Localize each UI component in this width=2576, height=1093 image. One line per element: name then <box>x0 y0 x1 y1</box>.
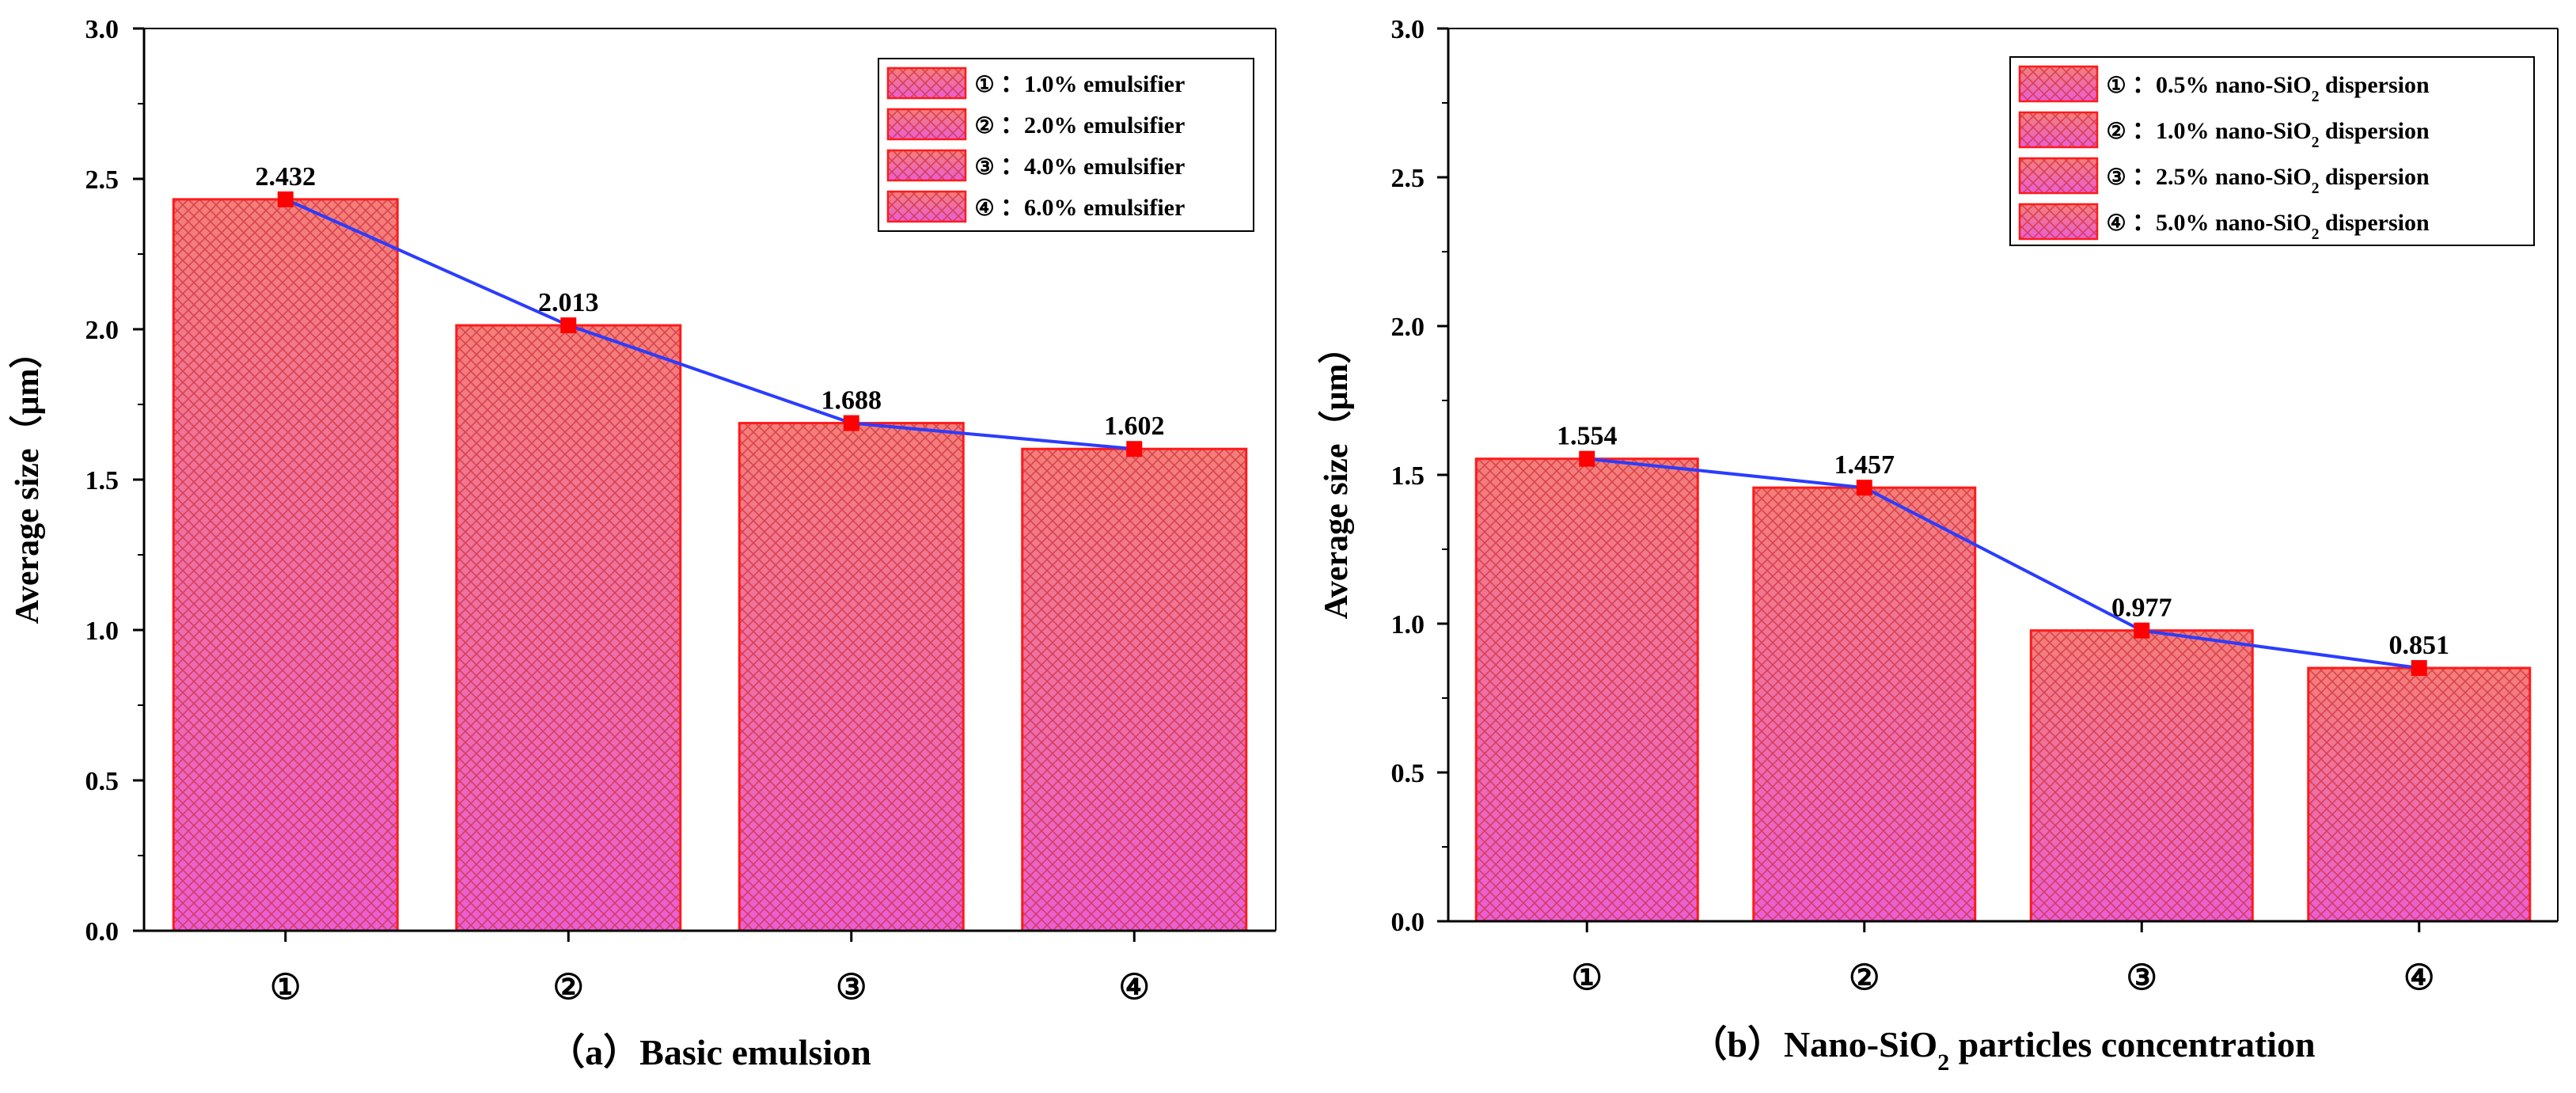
x-tick-label: ③ <box>836 968 867 1007</box>
point-marker-3 <box>2134 622 2150 639</box>
y-tick-label: 3.0 <box>1391 15 1425 44</box>
y-tick-label: 1.5 <box>1391 461 1425 491</box>
bar-hatch-3 <box>739 423 964 931</box>
bar-hatch-1 <box>1476 458 1698 921</box>
bar-hatch-4 <box>2308 668 2530 921</box>
legend-swatch-hatch <box>888 109 966 139</box>
y-tick-label: 2.0 <box>1391 313 1425 342</box>
bar-hatch-2 <box>1753 488 1975 921</box>
legend-swatch-hatch <box>888 68 966 98</box>
legend-swatch-hatch <box>888 150 966 180</box>
y-tick-label: 0.0 <box>85 917 120 947</box>
x-tick-label: ② <box>553 968 584 1007</box>
y-tick-label: 2.0 <box>85 316 120 345</box>
point-marker-2 <box>560 317 577 334</box>
legend-swatch-outline <box>2018 111 2099 149</box>
legend-label: ：5.0% nano-SiO2 dispersion <box>2132 210 2430 243</box>
y-axis-label: Average size（μm） <box>9 336 46 624</box>
legend-swatch-outline <box>2018 65 2099 103</box>
y-tick-label: 0.5 <box>85 767 120 796</box>
legend-swatch-hatch <box>2020 204 2097 239</box>
legend-swatch-outline <box>886 149 967 182</box>
point-marker-1 <box>277 191 294 207</box>
legend-swatch-outline <box>886 66 967 100</box>
legend-marker: ① <box>2106 74 2126 98</box>
x-tick-label: ② <box>1849 958 1880 997</box>
chart-basic-emulsion: 2.432 2.013 1.688 1.602 0.0 0.5 1.0 1.5 2.0 2.5 3.… <box>9 15 1277 1072</box>
legend-marker: ① <box>974 73 994 97</box>
data-label-4: 0.851 <box>2389 631 2450 660</box>
x-tick-label: ④ <box>1119 968 1150 1007</box>
point-marker-4 <box>2411 660 2427 677</box>
legend-swatch-outline <box>2018 203 2099 241</box>
legend-marker: ④ <box>974 196 994 221</box>
data-label-1: 2.432 <box>256 162 317 192</box>
legend-label: ：6.0% emulsifier <box>1000 195 1185 221</box>
legend-label: ：2.0% emulsifier <box>1000 112 1185 139</box>
data-label-1: 1.554 <box>1557 422 1618 451</box>
chart-nano-sio2-concentration: 1.554 1.457 0.977 0.851 0.0 0.5 1.0 1.5 2.0 2.5 3.… <box>1318 15 2559 1076</box>
legend-swatch-hatch <box>2020 112 2097 147</box>
point-marker-1 <box>1579 450 1595 467</box>
legend-swatch-hatch <box>888 192 966 222</box>
legend-swatch-hatch <box>2020 66 2097 101</box>
y-tick-label: 0.0 <box>1391 908 1425 937</box>
y-tick-label: 3.0 <box>85 15 120 44</box>
legend-label: ：4.0% emulsifier <box>1000 154 1185 180</box>
legend-swatch-outline <box>886 190 967 223</box>
point-marker-3 <box>843 415 859 431</box>
legend-swatch-outline <box>886 108 967 141</box>
y-axis-label: Average size（μm） <box>1318 331 1355 620</box>
y-tick-label: 2.5 <box>1391 164 1425 193</box>
chart-title: （b）Nano-SiO2 particles concentration <box>1690 1024 2315 1076</box>
point-marker-2 <box>1856 480 1872 496</box>
x-tick-label: ④ <box>2403 958 2434 997</box>
y-tick-label: 1.0 <box>85 617 120 646</box>
legend-label: ：1.0% emulsifier <box>1000 71 1185 97</box>
legend-marker: ③ <box>974 155 994 180</box>
y-tick-label: 1.0 <box>1391 610 1425 639</box>
y-tick-label: 2.5 <box>85 165 120 195</box>
legend-marker: ② <box>2106 120 2126 144</box>
data-label-4: 1.602 <box>1104 412 1165 441</box>
y-tick-label: 0.5 <box>1391 759 1425 788</box>
trend-line <box>1587 457 2420 670</box>
legend-label: ：0.5% nano-SiO2 dispersion <box>2132 72 2430 105</box>
data-label-3: 0.977 <box>2111 594 2172 623</box>
y-tick-label: 1.5 <box>85 466 120 495</box>
data-label-2: 2.013 <box>538 288 599 317</box>
point-marker-4 <box>1126 441 1143 457</box>
legend-marker: ② <box>974 114 994 139</box>
x-tick-label: ③ <box>2126 958 2157 997</box>
chart-title: （a）Basic emulsion <box>548 1032 871 1072</box>
legend-marker: ③ <box>2106 165 2126 190</box>
data-label-2: 1.457 <box>1834 450 1895 480</box>
bar-hatch-3 <box>2031 630 2253 921</box>
legend-marker: ④ <box>2106 211 2126 236</box>
bar-hatch-4 <box>1022 449 1246 931</box>
bar-hatch-2 <box>456 325 681 931</box>
legend-label: ：1.0% nano-SiO2 dispersion <box>2132 118 2430 151</box>
legend-swatch-hatch <box>2020 158 2097 193</box>
x-tick-label: ① <box>270 968 301 1007</box>
legend-label: ：2.5% nano-SiO2 dispersion <box>2132 164 2430 197</box>
legend-swatch-outline <box>2018 157 2099 195</box>
bar-hatch-1 <box>173 199 398 932</box>
data-label-3: 1.688 <box>821 386 882 416</box>
x-tick-label: ① <box>1572 958 1603 997</box>
trend-line <box>284 198 1135 451</box>
